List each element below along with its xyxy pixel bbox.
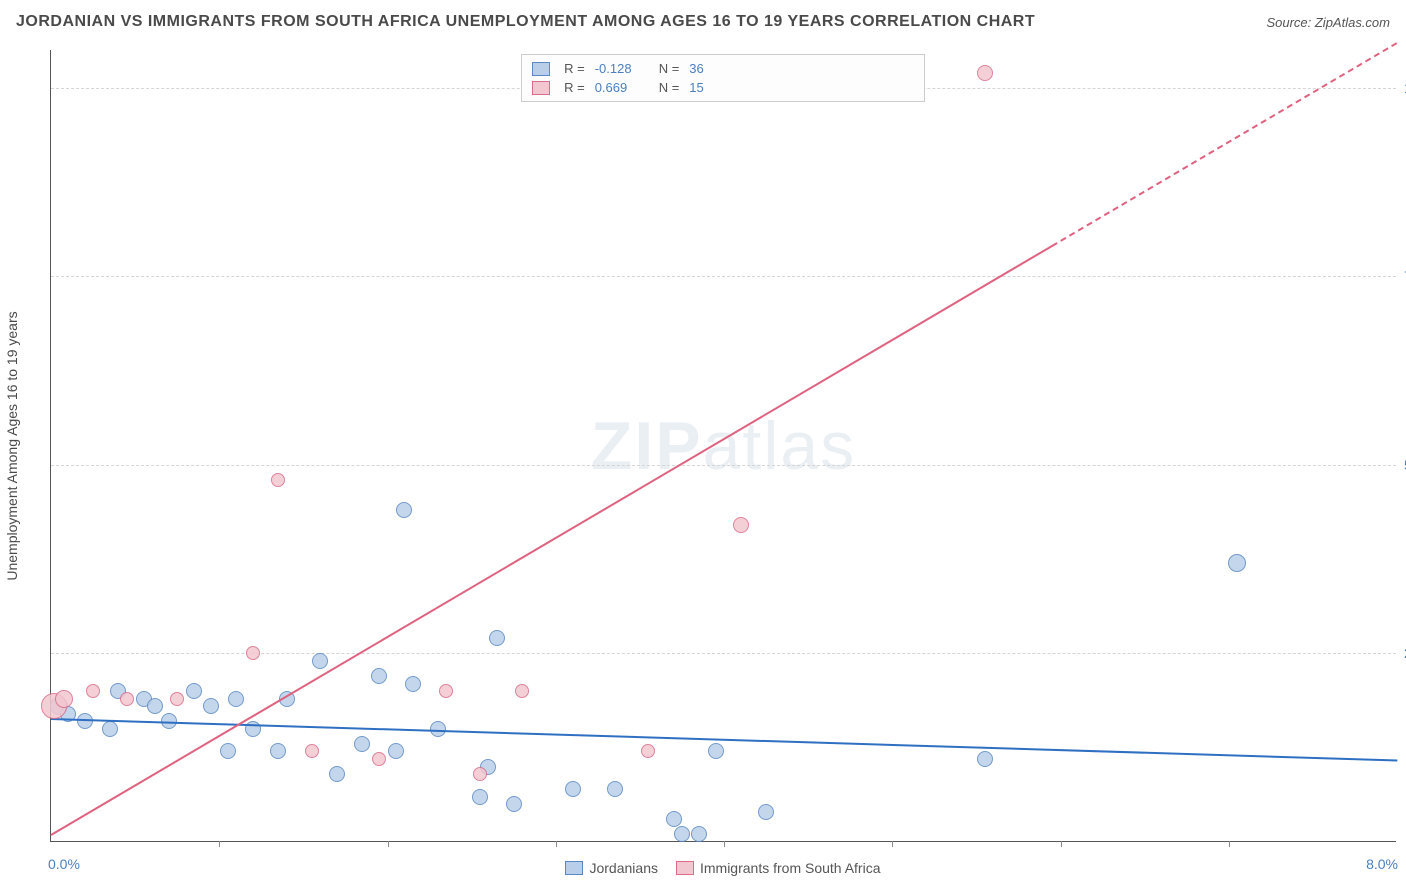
scatter-point-jordanians <box>312 653 328 669</box>
series-legend-item: Jordanians <box>565 860 658 876</box>
scatter-point-jordanians <box>405 676 421 692</box>
watermark-light: atlas <box>703 408 857 484</box>
scatter-point-jordanians <box>220 743 236 759</box>
series-legend-item: Immigrants from South Africa <box>676 860 881 876</box>
scatter-point-jordanians <box>329 766 345 782</box>
trend-line-jordanians <box>51 718 1397 761</box>
scatter-point-immigrants_sa <box>271 473 285 487</box>
scatter-point-jordanians <box>489 630 505 646</box>
x-tick <box>556 841 557 847</box>
x-tick <box>388 841 389 847</box>
source-name: ZipAtlas.com <box>1315 15 1390 30</box>
scatter-point-immigrants_sa <box>120 692 134 706</box>
r-value-jordanians: -0.128 <box>595 61 645 76</box>
scatter-point-jordanians <box>674 826 690 842</box>
legend-swatch <box>565 861 583 875</box>
scatter-point-immigrants_sa <box>439 684 453 698</box>
scatter-point-jordanians <box>371 668 387 684</box>
scatter-point-jordanians <box>472 789 488 805</box>
series-legend: Jordanians Immigrants from South Africa <box>50 860 1396 876</box>
source-attribution: Source: ZipAtlas.com <box>1266 15 1390 30</box>
legend-row-immigrants_sa: R = 0.669 N = 15 <box>532 78 914 97</box>
n-label: N = <box>659 61 680 76</box>
scatter-point-immigrants_sa <box>641 744 655 758</box>
x-tick <box>724 841 725 847</box>
n-label: N = <box>659 80 680 95</box>
scatter-point-jordanians <box>203 698 219 714</box>
legend-label: Jordanians <box>589 860 658 876</box>
chart-container: ZIPatlas 25.0%50.0%75.0%100.0% Unemploym… <box>50 50 1396 842</box>
scatter-point-immigrants_sa <box>733 517 749 533</box>
legend-swatch-immigrants_sa <box>532 81 550 95</box>
x-tick <box>219 841 220 847</box>
scatter-point-jordanians <box>228 691 244 707</box>
correlation-legend: R = -0.128 N = 36 R = 0.669 N = 15 <box>521 54 925 102</box>
scatter-point-immigrants_sa <box>977 65 993 81</box>
scatter-point-jordanians <box>758 804 774 820</box>
scatter-point-jordanians <box>270 743 286 759</box>
legend-label: Immigrants from South Africa <box>700 860 881 876</box>
scatter-point-jordanians <box>102 721 118 737</box>
chart-title: JORDANIAN VS IMMIGRANTS FROM SOUTH AFRIC… <box>16 13 1035 31</box>
trend-line-immigrants_sa-dash <box>1052 43 1398 248</box>
legend-row-jordanians: R = -0.128 N = 36 <box>532 59 914 78</box>
watermark: ZIPatlas <box>591 407 856 485</box>
x-tick <box>1229 841 1230 847</box>
scatter-point-jordanians <box>186 683 202 699</box>
grid-line <box>51 465 1396 466</box>
n-value-jordanians: 36 <box>689 61 739 76</box>
scatter-point-immigrants_sa <box>55 690 73 708</box>
scatter-point-immigrants_sa <box>372 752 386 766</box>
scatter-point-immigrants_sa <box>305 744 319 758</box>
scatter-point-jordanians <box>666 811 682 827</box>
scatter-point-immigrants_sa <box>515 684 529 698</box>
scatter-point-jordanians <box>147 698 163 714</box>
r-value-immigrants_sa: 0.669 <box>595 80 645 95</box>
plot-area: ZIPatlas 25.0%50.0%75.0%100.0% <box>50 50 1396 842</box>
scatter-point-jordanians <box>565 781 581 797</box>
scatter-point-immigrants_sa <box>246 646 260 660</box>
scatter-point-immigrants_sa <box>170 692 184 706</box>
r-label: R = <box>564 61 585 76</box>
scatter-point-jordanians <box>607 781 623 797</box>
scatter-point-jordanians <box>77 713 93 729</box>
y-axis-title: Unemployment Among Ages 16 to 19 years <box>4 311 20 580</box>
trend-line-immigrants_sa <box>50 246 1052 837</box>
x-tick <box>892 841 893 847</box>
watermark-bold: ZIP <box>591 408 703 484</box>
scatter-point-jordanians <box>396 502 412 518</box>
n-value-immigrants_sa: 15 <box>689 80 739 95</box>
scatter-point-immigrants_sa <box>473 767 487 781</box>
r-label: R = <box>564 80 585 95</box>
scatter-point-jordanians <box>1228 554 1246 572</box>
grid-line <box>51 276 1396 277</box>
scatter-point-jordanians <box>388 743 404 759</box>
scatter-point-immigrants_sa <box>86 684 100 698</box>
scatter-point-jordanians <box>354 736 370 752</box>
legend-swatch-jordanians <box>532 62 550 76</box>
scatter-point-jordanians <box>977 751 993 767</box>
header: JORDANIAN VS IMMIGRANTS FROM SOUTH AFRIC… <box>0 0 1406 40</box>
x-tick <box>1061 841 1062 847</box>
scatter-point-jordanians <box>506 796 522 812</box>
legend-swatch <box>676 861 694 875</box>
source-prefix: Source: <box>1266 15 1314 30</box>
scatter-point-jordanians <box>708 743 724 759</box>
scatter-point-jordanians <box>691 826 707 842</box>
